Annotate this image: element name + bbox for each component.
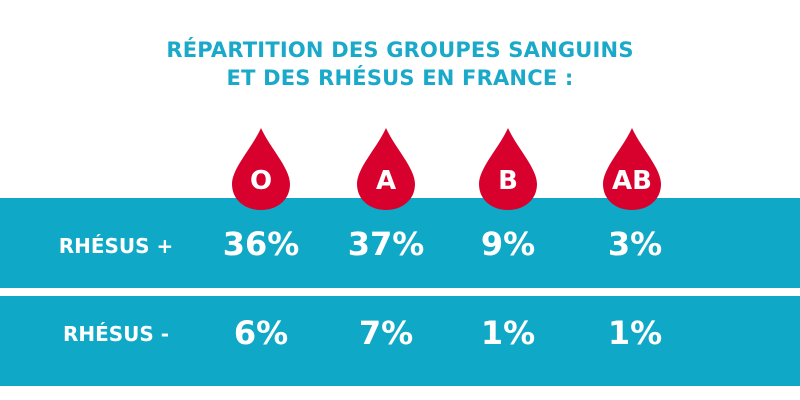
value-rhesus-plus-b: 9%: [480, 225, 536, 263]
row-label-rhesus-minus: RHÉSUS -: [62, 322, 170, 346]
blood-drop-icon: [479, 128, 537, 210]
blood-group-b-drop: B: [473, 124, 543, 214]
value-rhesus-plus-a: 37%: [347, 225, 425, 263]
value-rhesus-plus-ab: 3%: [607, 225, 663, 263]
value-rhesus-minus-b: 1%: [480, 314, 536, 352]
value-rhesus-minus-o: 6%: [233, 314, 289, 352]
group-label-o: O: [249, 166, 273, 196]
rhesus-minus-band: [0, 296, 800, 386]
group-label-ab: AB: [612, 166, 652, 196]
rhesus-plus-band: [0, 198, 800, 288]
group-label-a: A: [375, 166, 397, 196]
blood-drop-icon: [603, 128, 661, 210]
title-line-1: RÉPARTITION DES GROUPES SANGUINS: [166, 38, 634, 62]
blood-drop-icon: [232, 128, 290, 210]
value-rhesus-plus-o: 36%: [222, 225, 300, 263]
title-line-2: ET DES RHÉSUS EN FRANCE :: [226, 66, 574, 90]
value-rhesus-minus-ab: 1%: [607, 314, 663, 352]
blood-group-ab-drop: AB: [597, 124, 667, 214]
blood-drop-icon: [357, 128, 415, 210]
row-label-rhesus-plus: RHÉSUS +: [58, 234, 174, 258]
group-label-b: B: [498, 166, 518, 196]
blood-group-o-drop: O: [226, 124, 296, 214]
blood-group-a-drop: A: [351, 124, 421, 214]
value-rhesus-minus-a: 7%: [358, 314, 414, 352]
